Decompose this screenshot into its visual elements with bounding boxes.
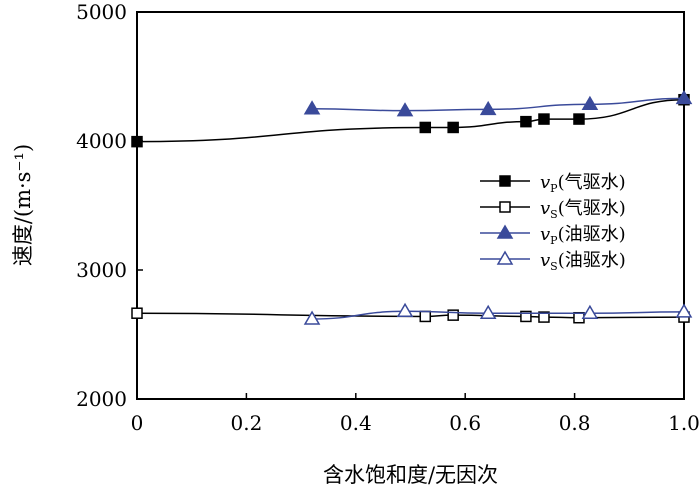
- data-point: [419, 121, 432, 134]
- y-axis-label: 速度/(m·s⁻¹): [11, 144, 35, 266]
- data-point: [396, 102, 414, 117]
- data-point: [581, 95, 599, 110]
- y-tick-label: 3000: [76, 258, 127, 282]
- series-line-0: [136, 98, 685, 143]
- data-point: [447, 309, 459, 321]
- data-point: [538, 311, 550, 323]
- legend-marker: [499, 201, 511, 213]
- data-point: [675, 89, 693, 105]
- legend-label: vP(油驱水): [540, 224, 626, 247]
- data-point: [396, 302, 414, 318]
- legend-label: vP(气驱水): [540, 172, 626, 195]
- y-tick-label: 4000: [76, 129, 127, 153]
- data-point: [675, 303, 693, 318]
- x-tick-label: 0.4: [340, 411, 372, 435]
- y-tick-label: 2000: [76, 387, 127, 411]
- legend-marker: [499, 175, 511, 187]
- legend-marker: [496, 224, 514, 239]
- x-tick-label: 0.6: [449, 411, 481, 435]
- plot-frame: [136, 11, 685, 400]
- x-tick-label: 1.0: [668, 411, 700, 435]
- x-tick-label: 0.8: [559, 411, 591, 435]
- x-tick-label: 0.2: [230, 411, 262, 435]
- data-point: [131, 307, 143, 319]
- x-axis-label: 含水饱和度/无因次: [323, 463, 498, 487]
- data-point: [581, 304, 599, 319]
- legend-label: vS(油驱水): [540, 250, 626, 273]
- data-point: [303, 310, 321, 325]
- data-point: [303, 100, 321, 115]
- y-tick-label: 5000: [76, 0, 127, 24]
- data-point: [447, 121, 459, 134]
- x-tick-label: 0: [131, 411, 144, 435]
- data-point: [479, 304, 497, 319]
- series-line-2: [312, 97, 685, 112]
- data-point: [479, 100, 497, 116]
- data-point: [538, 113, 550, 125]
- legend-label: vS(气驱水): [540, 198, 626, 221]
- legend-marker: [496, 250, 514, 265]
- data-point: [520, 310, 532, 323]
- data-point: [573, 113, 585, 125]
- data-point: [131, 135, 143, 148]
- data-point: [520, 115, 532, 128]
- data-point: [419, 310, 432, 323]
